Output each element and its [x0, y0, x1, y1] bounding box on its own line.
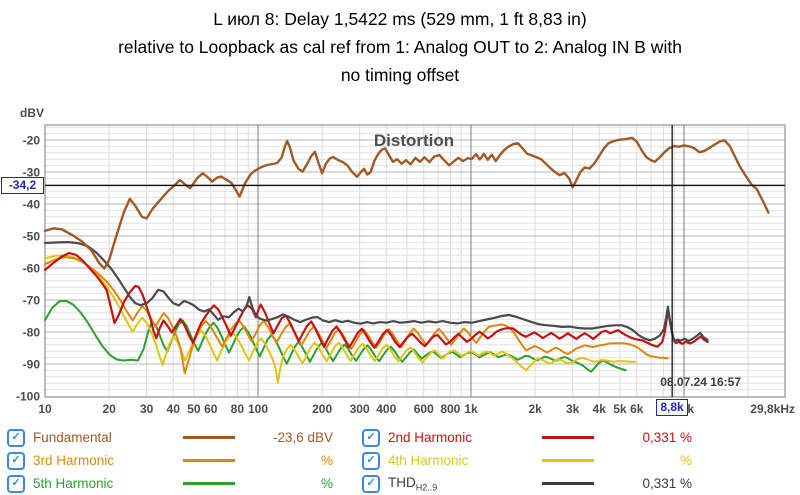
- svg-text:200: 200: [312, 402, 332, 416]
- title-line-3: no timing offset: [340, 65, 460, 85]
- legend-value-4th-harmonic: %: [679, 453, 692, 468]
- measurement-title: L июл 8: Delay 1,5422 ms (529 mm, 1 ft 8…: [0, 5, 800, 89]
- title-line-1: L июл 8: Delay 1,5422 ms (529 mm, 1 ft 8…: [213, 9, 587, 29]
- svg-text:60: 60: [204, 402, 218, 416]
- legend-value-3rd-harmonic: %: [320, 453, 333, 468]
- svg-text:29,8kHz: 29,8kHz: [750, 402, 795, 416]
- check-icon: ✓: [366, 431, 376, 443]
- legend-column-left: ✓ Fundamental -23,6 dBV ✓ 3rd Harmonic %…: [7, 426, 333, 495]
- trace-curves: [43, 136, 770, 384]
- legend-row-thd: ✓ THDH2..9 0,331 %: [362, 472, 692, 495]
- svg-text:100: 100: [248, 402, 268, 416]
- series-fundamental: [43, 136, 770, 270]
- legend-value-2nd-harmonic: 0,331 %: [642, 430, 692, 445]
- svg-text:50: 50: [187, 402, 201, 416]
- svg-text:-100: -100: [16, 390, 40, 404]
- legend-label-2nd-harmonic: 2nd Harmonic: [388, 430, 473, 445]
- gridlines: [45, 125, 785, 397]
- check-icon: ✓: [366, 477, 376, 489]
- svg-text:-30: -30: [23, 166, 41, 180]
- svg-text:6k: 6k: [630, 402, 644, 416]
- legend-label-3rd-harmonic: 3rd Harmonic: [33, 453, 115, 468]
- thd-checkbox[interactable]: ✓: [362, 474, 380, 493]
- cursor-frequency-marker: 8,8k: [656, 399, 688, 416]
- trace-legend: ✓ Fundamental -23,6 dBV ✓ 3rd Harmonic %…: [0, 426, 800, 494]
- svg-text:-60: -60: [23, 262, 41, 276]
- legend-row-5th-harmonic: ✓ 5th Harmonic %: [7, 472, 333, 495]
- svg-text:-90: -90: [23, 358, 41, 372]
- distortion-plot-area[interactable]: -20 -30 -40 -50 -60 -70 -80 -90 -100 dBV 10 20 30 40 5…: [0, 0, 800, 424]
- legend-swatch: [542, 482, 600, 485]
- legend-label-4th-harmonic: 4th Harmonic: [388, 453, 469, 468]
- svg-text:10: 10: [38, 402, 52, 416]
- check-icon: ✓: [366, 454, 376, 466]
- legend-row-2nd-harmonic: ✓ 2nd Harmonic 0,331 %: [362, 426, 692, 449]
- harmonic3-checkbox[interactable]: ✓: [7, 451, 25, 470]
- svg-text:3k: 3k: [566, 402, 580, 416]
- title-line-2: relative to Loopback as cal ref from 1: …: [118, 37, 682, 57]
- legend-column-right: ✓ 2nd Harmonic 0,331 % ✓ 4th Harmonic % …: [362, 426, 692, 495]
- check-icon: ✓: [11, 477, 21, 489]
- series-harmonic2: [43, 251, 709, 349]
- y-axis-labels: -20 -30 -40 -50 -60 -70 -80 -90 -100: [16, 134, 40, 404]
- svg-text:2k: 2k: [528, 402, 542, 416]
- legend-value-5th-harmonic: %: [320, 476, 333, 491]
- trace-color-line: [183, 459, 235, 462]
- legend-swatch: [183, 482, 241, 485]
- series-harmonic3: [44, 256, 669, 375]
- svg-text:20: 20: [102, 402, 116, 416]
- harmonic5-checkbox[interactable]: ✓: [7, 474, 25, 493]
- svg-text:4k: 4k: [593, 402, 607, 416]
- x-axis-labels: 10 20 30 40 50 60 80 100 200 300 400 600 800 1k 2k 3k 4k…: [38, 402, 795, 416]
- cursor-level-marker: -34,2: [1, 177, 44, 194]
- harmonic4-checkbox[interactable]: ✓: [362, 451, 380, 470]
- trace-color-line: [542, 436, 594, 439]
- legend-label-thd: THDH2..9: [388, 474, 438, 493]
- svg-text:-70: -70: [23, 294, 41, 308]
- y-axis-unit: dBV: [20, 106, 44, 120]
- legend-value-fundamental: -23,6 dBV: [272, 430, 333, 445]
- trace-color-line: [542, 482, 594, 485]
- legend-swatch: [542, 459, 600, 462]
- check-icon: ✓: [11, 454, 21, 466]
- svg-text:-20: -20: [23, 134, 41, 148]
- check-icon: ✓: [11, 431, 21, 443]
- trace-color-line: [183, 482, 235, 485]
- series-thd: [43, 241, 709, 343]
- legend-row-fundamental: ✓ Fundamental -23,6 dBV: [7, 426, 333, 449]
- harmonic2-checkbox[interactable]: ✓: [362, 428, 380, 447]
- fundamental-checkbox[interactable]: ✓: [7, 428, 25, 447]
- legend-swatch: [183, 436, 241, 439]
- legend-label-5th-harmonic: 5th Harmonic: [33, 476, 114, 491]
- svg-text:80: 80: [231, 402, 245, 416]
- plot-border: [44, 124, 786, 398]
- legend-row-4th-harmonic: ✓ 4th Harmonic %: [362, 449, 692, 472]
- legend-row-3rd-harmonic: ✓ 3rd Harmonic %: [7, 449, 333, 472]
- legend-swatch: [183, 459, 241, 462]
- legend-swatch: [542, 436, 600, 439]
- svg-text:1k: 1k: [464, 402, 478, 416]
- svg-text:5k: 5k: [613, 402, 627, 416]
- svg-text:-80: -80: [23, 326, 41, 340]
- svg-text:-50: -50: [23, 230, 41, 244]
- trace-color-line: [183, 436, 235, 439]
- legend-label-fundamental: Fundamental: [33, 430, 112, 445]
- svg-text:40: 40: [167, 402, 181, 416]
- svg-text:800: 800: [440, 402, 460, 416]
- legend-value-thd: 0,331 %: [642, 476, 692, 491]
- measurement-timestamp: 08.07.24 16:57: [660, 375, 741, 389]
- svg-text:30: 30: [140, 402, 154, 416]
- svg-text:300: 300: [350, 402, 370, 416]
- chart-heading: Distortion: [374, 131, 454, 150]
- svg-text:600: 600: [414, 402, 434, 416]
- trace-color-line: [542, 459, 594, 462]
- svg-text:-40: -40: [23, 198, 41, 212]
- svg-text:400: 400: [376, 402, 396, 416]
